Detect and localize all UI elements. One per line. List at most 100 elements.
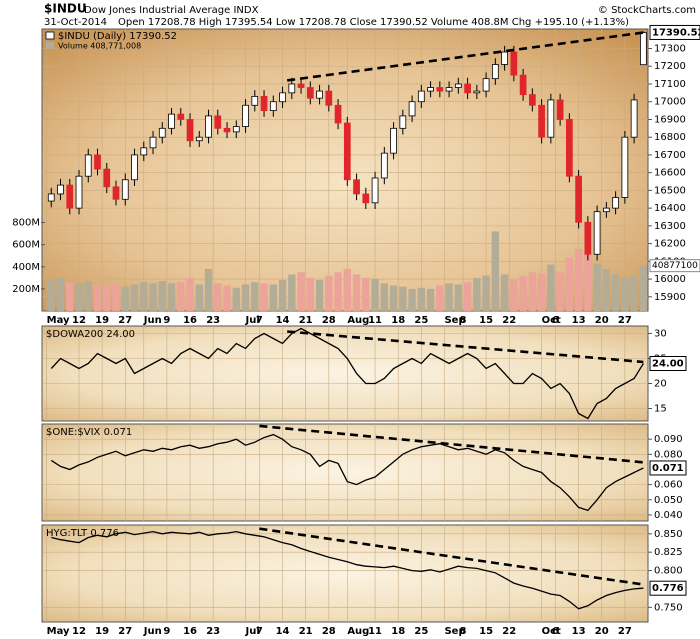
volume-bar xyxy=(621,277,629,311)
x-tick-label: 11 xyxy=(368,626,382,637)
y-tick-label: 17000 xyxy=(654,97,686,108)
candle-body xyxy=(353,179,360,195)
volume-bar xyxy=(510,280,518,311)
x-tick-label: 14 xyxy=(276,315,290,326)
candle-body xyxy=(380,152,388,179)
volume-bar xyxy=(232,287,240,311)
candle-body xyxy=(260,95,268,111)
x-tick-label: Jun xyxy=(143,315,162,326)
candle-body xyxy=(251,95,259,106)
quote-date: 31-Oct-2014 xyxy=(44,17,107,28)
volume-bar xyxy=(371,278,379,311)
candle-body xyxy=(214,115,222,129)
credit: © StockCharts.com xyxy=(598,5,696,16)
candle-body xyxy=(121,179,129,200)
volume-bar xyxy=(214,283,222,311)
volume-bar xyxy=(121,286,129,311)
x-tick-label: Aug xyxy=(347,626,369,637)
volume-bar xyxy=(75,283,83,311)
x-tick-label: 20 xyxy=(595,315,609,326)
volume-bar xyxy=(149,283,157,311)
volume-bar xyxy=(66,282,74,311)
y-tick-label: 17200 xyxy=(654,61,686,72)
y-tick-label: 0.825 xyxy=(654,547,683,558)
last-value-box xyxy=(649,460,687,476)
candle-body xyxy=(362,193,370,204)
volume-bar xyxy=(343,268,352,311)
y-tick-label: 16000 xyxy=(654,274,686,285)
volume-bar xyxy=(463,282,472,311)
volume-bar xyxy=(315,280,324,311)
x-tick-label: 12 xyxy=(72,626,86,637)
volume-bar xyxy=(204,268,213,311)
x-tick-label: 28 xyxy=(322,315,336,326)
candle-body xyxy=(232,126,240,133)
x-tick-label: 14 xyxy=(276,626,290,637)
x-tick-label: 27 xyxy=(118,315,132,326)
y-tick-label: 0.800 xyxy=(654,566,683,577)
candle-body xyxy=(575,175,582,223)
last-value-box xyxy=(649,580,687,596)
x-tick-label: Oct xyxy=(542,315,561,326)
candle-body xyxy=(603,207,610,213)
x-tick-label: Jul xyxy=(245,626,260,637)
trendline xyxy=(287,31,644,82)
volume-bar xyxy=(130,284,139,311)
x-tick-label: Oct xyxy=(542,626,561,637)
candle-body xyxy=(612,197,619,209)
last-value-label: 0.776 xyxy=(652,583,684,594)
volume-bar xyxy=(380,283,389,311)
volume-bar xyxy=(491,231,500,311)
x-tick-label: 7 xyxy=(256,626,263,637)
candle-body xyxy=(334,104,342,124)
x-tick-label: 23 xyxy=(206,315,220,326)
volume-bar xyxy=(362,277,370,311)
y-tick-label: 0.080 xyxy=(654,449,683,460)
volume-bar xyxy=(223,285,231,311)
volume-bar xyxy=(325,275,333,311)
candle-body xyxy=(436,87,444,92)
volume-bar xyxy=(352,274,361,311)
volume-bar xyxy=(639,265,648,311)
x-tick-label: 13 xyxy=(572,626,586,637)
candle-body xyxy=(501,51,508,65)
candle-body xyxy=(84,154,92,177)
candle-body xyxy=(427,87,434,92)
panel-title: $ONE:$VIX 0.071 xyxy=(46,427,132,438)
volume-bar xyxy=(436,285,444,311)
panel-title: HYG:TLT 0.776 xyxy=(46,528,119,539)
candle-body xyxy=(454,83,462,88)
volume-bar xyxy=(288,274,296,311)
y-tick-label: 0.750 xyxy=(654,602,683,613)
candle-body xyxy=(288,83,296,94)
x-tick-label: 19 xyxy=(95,626,109,637)
volume-bar xyxy=(167,283,176,311)
volume-bar xyxy=(93,284,102,311)
candle-body xyxy=(473,90,481,94)
candle-body xyxy=(482,78,490,92)
candle-body xyxy=(538,104,545,138)
candle-body xyxy=(57,184,64,195)
volume-bar xyxy=(602,268,611,311)
candle-body xyxy=(593,211,601,255)
security-name: Dow Jones Industrial Average INDX xyxy=(84,5,259,16)
candle-body xyxy=(528,94,536,106)
candle-body xyxy=(417,90,425,103)
volume-last-box xyxy=(649,259,700,273)
volume-bar xyxy=(260,283,268,311)
candle-body xyxy=(343,122,351,181)
x-tick-label: 12 xyxy=(72,315,86,326)
volume-bar xyxy=(158,281,166,311)
candle-body xyxy=(177,113,185,120)
candle-body xyxy=(242,104,249,127)
legend-label: $INDU (Daily) 17390.52 xyxy=(58,31,177,42)
candle-body xyxy=(297,83,305,88)
x-tick-label: 21 xyxy=(299,626,313,637)
x-tick-label: 6 xyxy=(552,626,559,637)
x-tick-label: May xyxy=(47,626,70,637)
candle-body xyxy=(390,127,397,154)
volume-bar xyxy=(278,280,287,311)
x-tick-label: 27 xyxy=(118,626,132,637)
volume-tick-label: 400M xyxy=(12,262,40,273)
